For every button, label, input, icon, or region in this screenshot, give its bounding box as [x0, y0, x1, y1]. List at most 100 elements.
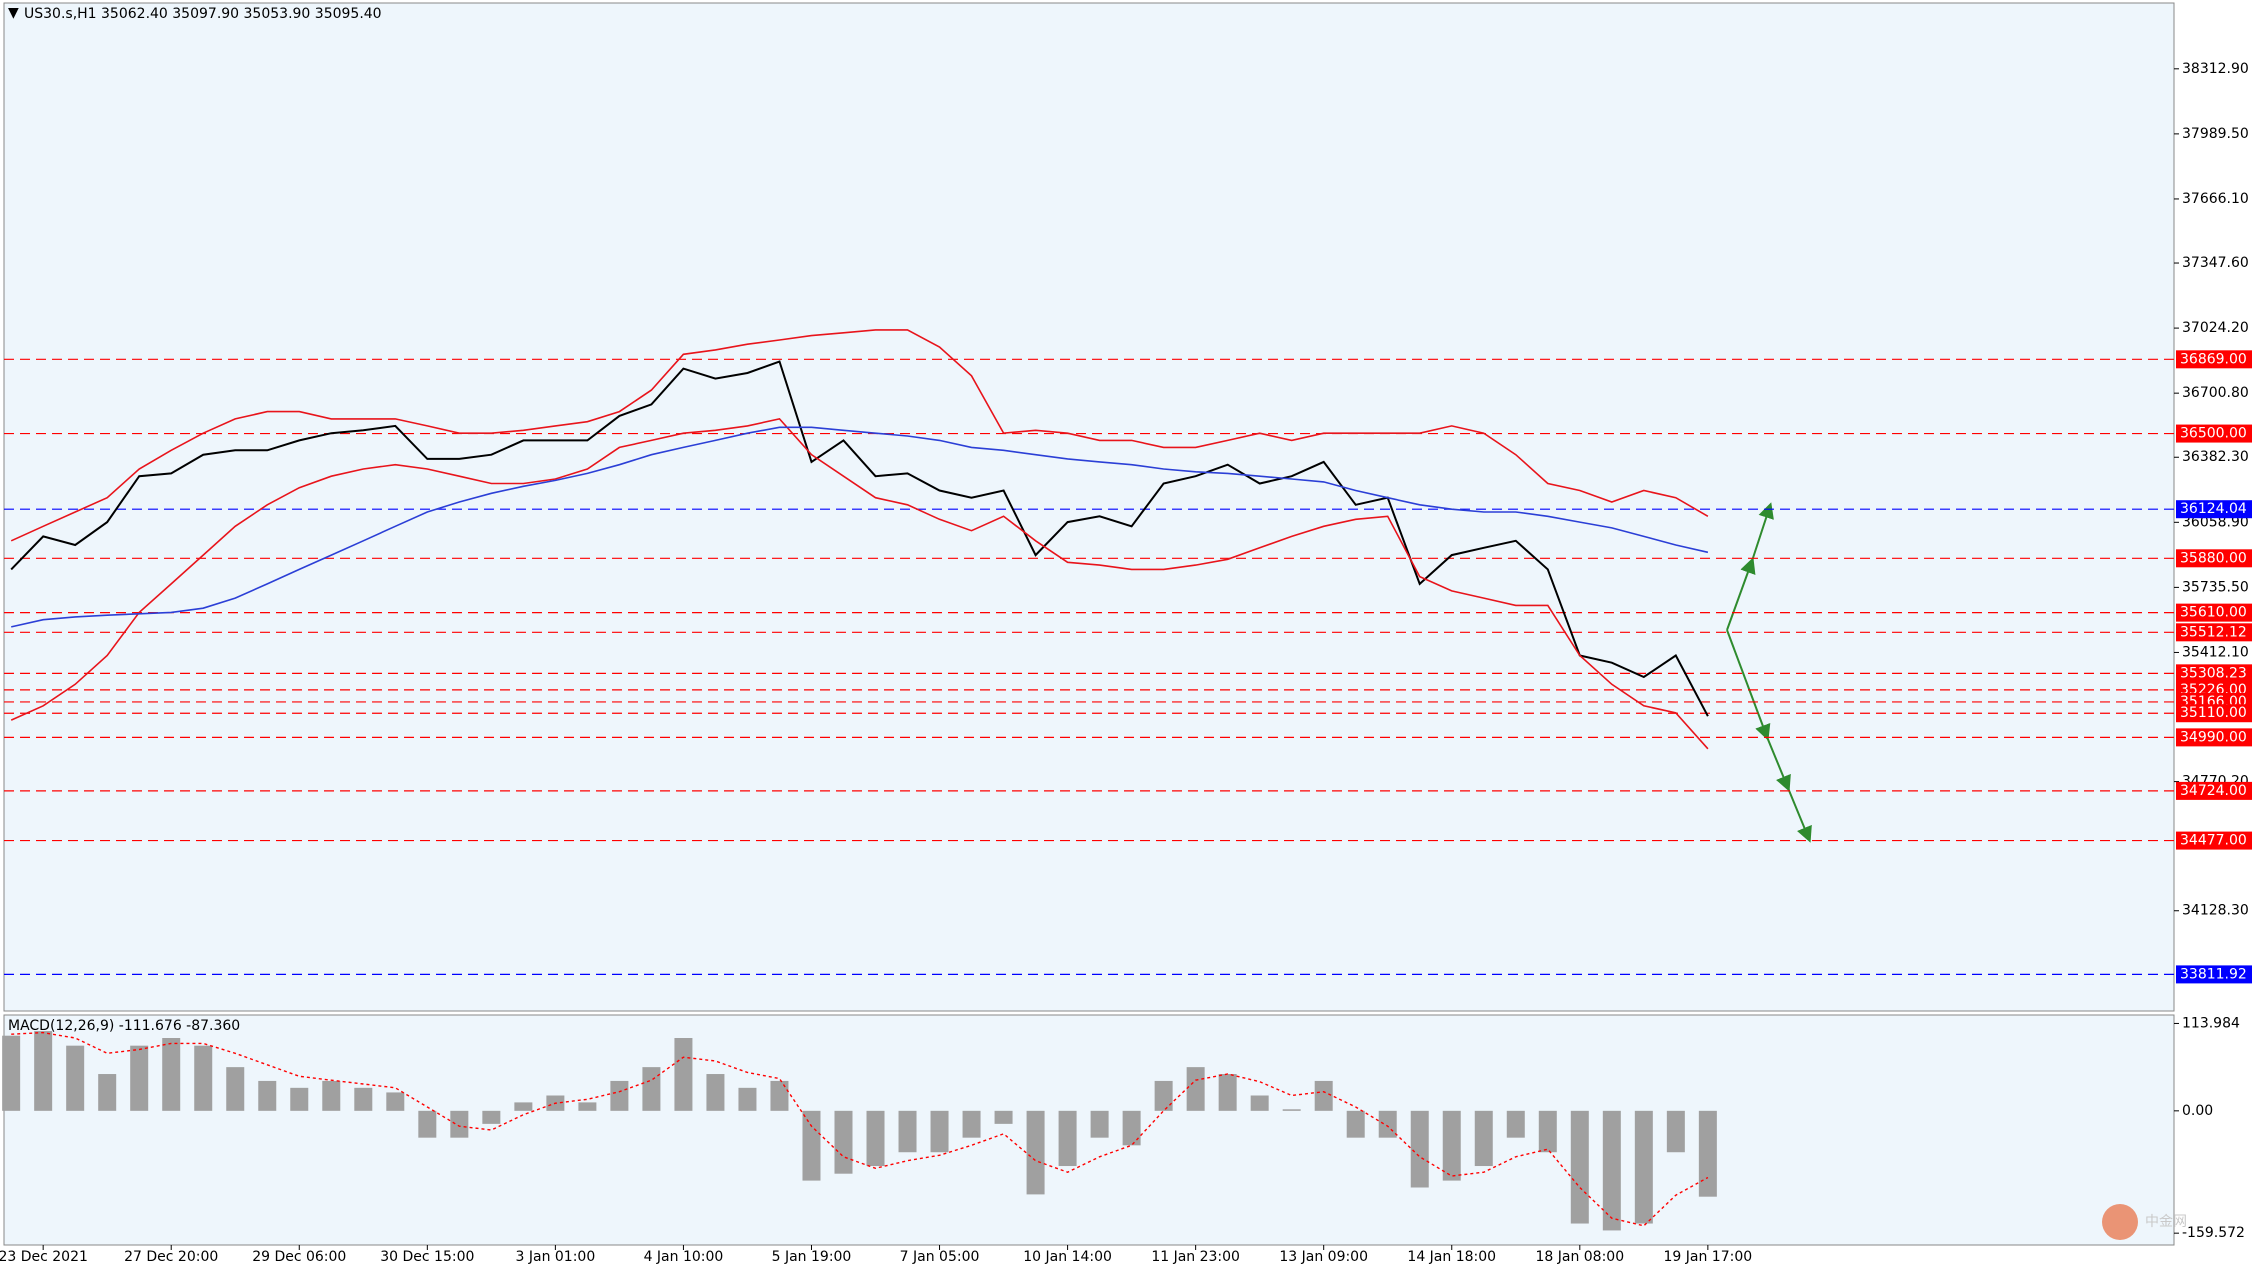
- indicator-line: [10, 329, 1709, 542]
- y-tick-label: 35412.10: [2182, 644, 2249, 660]
- level-label: 33811.92: [2180, 966, 2247, 982]
- level-label: 35512.12: [2180, 624, 2247, 640]
- macd-bar: [1346, 1110, 1365, 1138]
- macd-bar: [1538, 1110, 1557, 1153]
- main-pane: [3, 2, 2175, 1012]
- y-tick-label: 35735.50: [2182, 579, 2249, 595]
- y-tick-label: 37989.50: [2182, 126, 2249, 142]
- macd-bar: [1570, 1110, 1589, 1224]
- y-tick-label: 37666.10: [2182, 191, 2249, 207]
- level-label: 34724.00: [2180, 783, 2247, 799]
- macd-bar: [578, 1102, 597, 1111]
- x-tick-label: 3 Jan 01:00: [516, 1249, 596, 1265]
- projection-arrows: [1726, 502, 1812, 843]
- x-tick-label: 5 Jan 19:00: [772, 1249, 852, 1265]
- level-label-box: [2176, 500, 2252, 519]
- macd-bar: [1186, 1067, 1205, 1111]
- watermark-logo: [2102, 1204, 2138, 1240]
- macd-bar: [354, 1087, 373, 1111]
- macd-bar: [1026, 1110, 1045, 1195]
- y-tick-label: 36382.30: [2182, 449, 2249, 465]
- y-tick-label: 37024.20: [2182, 320, 2249, 336]
- macd-bar: [386, 1092, 405, 1111]
- macd-bar: [962, 1110, 981, 1138]
- y-tick-label: 36700.80: [2182, 385, 2249, 401]
- macd-title: MACD(12,26,9) -111.676 -87.360: [8, 1018, 240, 1034]
- level-label: 35610.00: [2180, 605, 2247, 621]
- macd-bar: [770, 1080, 789, 1111]
- macd-bar: [1698, 1110, 1717, 1197]
- level-label-box: [2176, 424, 2252, 443]
- x-tick-label: 13 Jan 09:00: [1279, 1249, 1368, 1265]
- macd-bar: [1314, 1080, 1333, 1111]
- y-tick-label: 38312.90: [2182, 61, 2249, 77]
- x-tick-label: 4 Jan 10:00: [644, 1249, 724, 1265]
- macd-bar: [66, 1045, 85, 1111]
- level-label: 36500.00: [2180, 426, 2247, 442]
- macd-bar: [130, 1045, 149, 1111]
- macd-bar: [34, 1031, 53, 1111]
- level-label-box: [2176, 350, 2252, 369]
- y-tick-label: 113.984: [2182, 1015, 2240, 1031]
- macd-bar: [1154, 1080, 1173, 1111]
- macd-bar: [1410, 1110, 1429, 1188]
- level-label: 34477.00: [2180, 833, 2247, 849]
- menu-triangle[interactable]: ▼: [8, 5, 19, 21]
- x-tick-label: 7 Jan 05:00: [900, 1249, 980, 1265]
- level-label-box: [2176, 728, 2252, 747]
- level-label-box: [2176, 664, 2252, 683]
- level-label: 36869.00: [2180, 351, 2247, 367]
- macd-bar: [1602, 1110, 1621, 1231]
- y-tick-label: 36058.90: [2182, 514, 2249, 530]
- macd-bar: [1218, 1074, 1237, 1111]
- macd-bar: [834, 1110, 853, 1174]
- macd-bar: [450, 1110, 469, 1138]
- macd-bar: [2, 1035, 21, 1111]
- x-tick-label: 27 Dec 20:00: [124, 1249, 218, 1265]
- macd-bar: [1282, 1109, 1301, 1111]
- x-tick-label: 18 Jan 08:00: [1535, 1249, 1624, 1265]
- arrow-down: [1766, 736, 1791, 792]
- macd-bar: [930, 1110, 949, 1153]
- macd-bar: [1090, 1110, 1109, 1138]
- level-label-box: [2176, 965, 2252, 984]
- macd-bar: [1634, 1110, 1653, 1224]
- macd-bar: [994, 1110, 1013, 1124]
- y-tick-label: 37347.60: [2182, 255, 2249, 271]
- level-label: 35880.00: [2180, 550, 2247, 566]
- macd-bar: [1122, 1110, 1141, 1146]
- macd-bar: [1250, 1095, 1269, 1111]
- macd-bar: [866, 1110, 885, 1167]
- macd-bar: [418, 1110, 437, 1138]
- watermark: 中金网: [2145, 1214, 2187, 1230]
- macd-bar: [1474, 1110, 1493, 1167]
- level-label-box: [2176, 623, 2252, 642]
- macd-bar: [290, 1087, 309, 1111]
- level-label-box: [2176, 704, 2252, 723]
- y-tick-label: 34128.30: [2182, 903, 2249, 919]
- macd-bar: [1058, 1110, 1077, 1167]
- y-tick-label: 0.00: [2182, 1103, 2213, 1119]
- macd-bar: [226, 1067, 245, 1111]
- x-tick-label: 30 Dec 15:00: [380, 1249, 474, 1265]
- arrow-down: [1726, 629, 1771, 741]
- level-label: 35110.00: [2180, 705, 2247, 721]
- macd-bar: [674, 1038, 693, 1111]
- macd-bar: [194, 1045, 213, 1111]
- level-label: 36124.04: [2180, 501, 2247, 517]
- macd-bar: [706, 1074, 725, 1111]
- macd-bar: [258, 1080, 277, 1111]
- macd-bar: [1666, 1110, 1685, 1153]
- macd-bar: [1506, 1110, 1525, 1138]
- level-label-box: [2176, 781, 2252, 800]
- x-tick-label: 29 Dec 06:00: [252, 1249, 346, 1265]
- macd-bar: [514, 1102, 533, 1111]
- indicator-line: [11, 426, 1709, 628]
- level-label-box: [2176, 549, 2252, 568]
- level-label-box: [2176, 831, 2252, 850]
- arrow-down: [1787, 787, 1812, 843]
- indicator-line: [10, 418, 1709, 750]
- x-tick-label: 10 Jan 14:00: [1023, 1249, 1112, 1265]
